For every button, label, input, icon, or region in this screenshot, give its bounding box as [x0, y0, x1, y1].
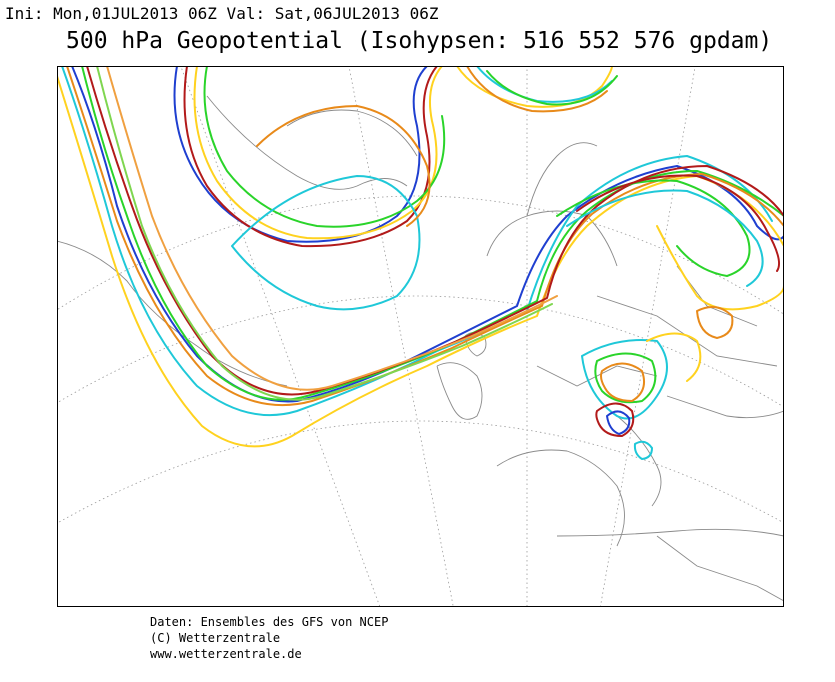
init-valid-time: Ini: Mon,01JUL2013 06Z Val: Sat,06JUL201…	[5, 4, 439, 23]
graticule	[57, 66, 784, 607]
map-title: 500 hPa Geopotential (Isohypsen: 516 552…	[66, 28, 773, 54]
map-frame	[57, 66, 784, 607]
ensemble-isohypses	[57, 66, 784, 460]
credit-data-source: Daten: Ensembles des GFS von NCEP	[150, 615, 389, 629]
ensemble-map	[57, 66, 784, 607]
credits: Daten: Ensembles des GFS von NCEP (C) We…	[150, 614, 388, 662]
credit-website: www.wetterzentrale.de	[150, 647, 302, 661]
credit-copyright: (C) Wetterzentrale	[150, 631, 281, 645]
